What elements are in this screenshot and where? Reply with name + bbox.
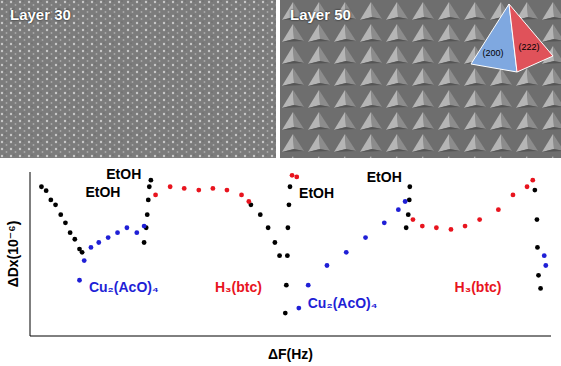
svg-text:H₃(btc): H₃(btc) [215,279,262,295]
svg-text:EtOH: EtOH [299,185,334,201]
html-text:Layer 50: Layer 50 [290,6,351,23]
html-text:Layer 30: Layer 30 [10,6,71,23]
svg-text:H₃(btc): H₃(btc) [455,279,502,295]
svg-text:(200): (200) [482,48,503,58]
svg-text:Cu₂(AcO)₄: Cu₂(AcO)₄ [89,279,159,295]
html-text:ΔDx(10⁻⁶): ΔDx(10⁻⁶) [5,220,21,288]
svg-text:EtOH: EtOH [367,169,402,185]
html-text:ΔF(Hz): ΔF(Hz) [268,346,313,362]
svg-text:(222): (222) [518,42,539,52]
svg-text:EtOH: EtOH [106,166,141,182]
svg-text:Cu₂(AcO)₄: Cu₂(AcO)₄ [308,295,378,311]
svg-text:EtOH: EtOH [85,184,120,200]
